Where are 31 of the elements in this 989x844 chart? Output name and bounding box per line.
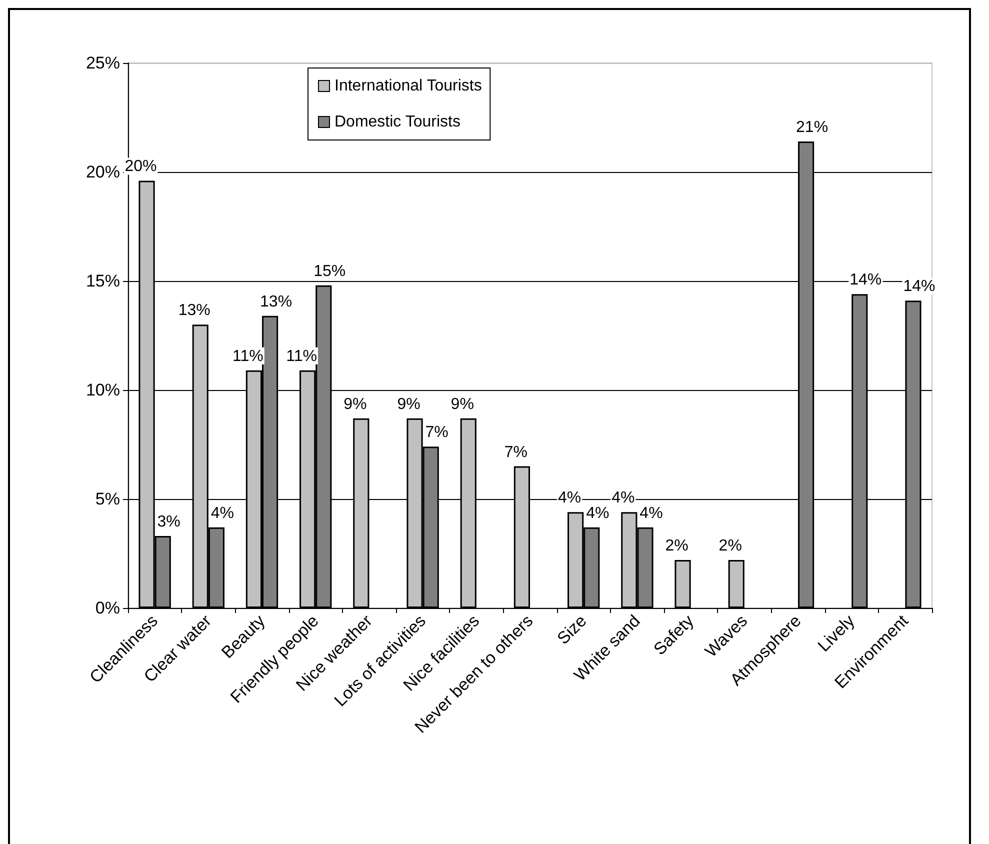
y-tick-label: 15% xyxy=(86,272,120,290)
data-label: 4% xyxy=(586,504,610,522)
data-label: 14% xyxy=(850,272,882,289)
data-label: 7% xyxy=(504,444,528,461)
data-label: 2% xyxy=(718,538,742,555)
data-label: 2% xyxy=(665,538,688,555)
y-tick-label: 5% xyxy=(95,490,120,508)
data-label: 21% xyxy=(796,118,828,136)
data-label: 9% xyxy=(450,396,474,413)
y-tick-label: 20% xyxy=(86,162,120,182)
legend-label: International Tourists xyxy=(334,78,482,94)
y-tick-label: 0% xyxy=(95,598,120,618)
data-label: 15% xyxy=(314,262,346,280)
x-tick-label: Size xyxy=(554,611,590,648)
y-tick-label: 25% xyxy=(86,54,120,72)
data-label: 4% xyxy=(210,504,234,522)
legend-label: Domestic Tourists xyxy=(334,114,460,130)
data-label: 7% xyxy=(425,424,448,442)
y-tick-label: 10% xyxy=(86,380,120,400)
data-label: 4% xyxy=(640,504,663,522)
data-label: 13% xyxy=(260,293,292,310)
data-label: 11% xyxy=(286,348,317,365)
data-label: 9% xyxy=(397,396,420,413)
data-label: 4% xyxy=(558,490,582,507)
data-label: 11% xyxy=(232,348,264,365)
data-label: 13% xyxy=(178,302,210,320)
data-label: 4% xyxy=(612,490,635,507)
data-label: 9% xyxy=(344,396,367,413)
data-label: 20% xyxy=(124,158,157,176)
data-label: 14% xyxy=(903,278,936,296)
data-label: 3% xyxy=(157,514,180,531)
